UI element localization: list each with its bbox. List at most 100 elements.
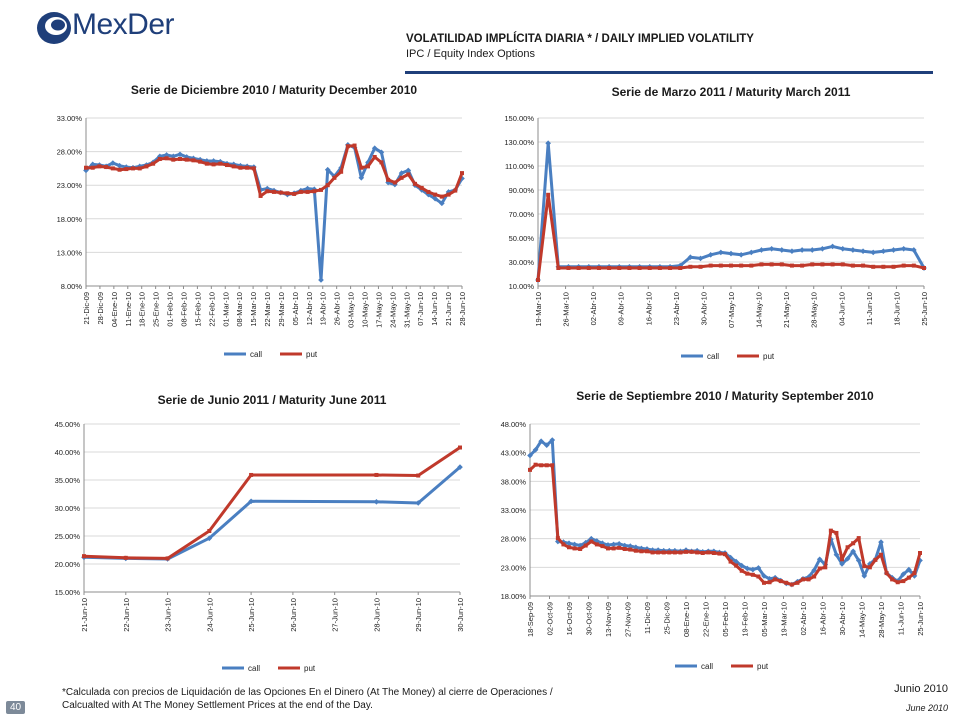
y-tick-label: 33.00%: [57, 114, 83, 123]
y-tick-label: 8.00%: [61, 282, 83, 291]
y-tick-label: 15.00%: [55, 588, 81, 597]
data-point-put: [164, 156, 169, 161]
data-point-call: [566, 540, 572, 547]
data-point-call: [870, 249, 877, 256]
chart-june-svg: Serie de Junio 2011 / Maturity June 2011…: [55, 393, 465, 673]
data-point-put: [717, 551, 722, 556]
series-line-put: [83, 446, 461, 560]
data-point-put: [895, 580, 900, 585]
chart-september-svg: Serie de Septiembre 2010 / Maturity Sept…: [501, 389, 925, 671]
data-point-call: [799, 247, 805, 253]
x-tick-label: 29-Mar-10: [277, 292, 286, 327]
chart-september-2010: Serie de Septiembre 2010 / Maturity Sept…: [482, 384, 942, 680]
x-tick-label: 11-Jun-10: [865, 292, 874, 325]
data-point-put: [258, 193, 263, 198]
data-point-put: [901, 579, 906, 584]
data-point-put: [879, 552, 883, 557]
data-point-put: [708, 263, 713, 268]
data-point-put: [600, 544, 605, 549]
data-point-call: [616, 540, 622, 547]
data-point-put: [750, 572, 755, 577]
data-point-put: [912, 571, 917, 576]
x-tick-label: 21-Jun-10: [444, 292, 453, 326]
legend-label-put: put: [304, 664, 316, 673]
data-point-put: [539, 463, 544, 468]
x-tick-label: 10-May-10: [361, 292, 370, 328]
data-point-put: [633, 548, 638, 553]
data-point-put: [578, 546, 583, 551]
data-point-put: [123, 555, 128, 560]
x-tick-label: 26-Jun-10: [289, 598, 298, 632]
x-tick-label: 24-May-10: [388, 292, 397, 328]
x-tick-label: 05-Feb-10: [721, 602, 730, 637]
data-point-call: [789, 248, 795, 255]
data-point-put: [171, 157, 176, 162]
x-tick-label: 14-May-10: [858, 602, 867, 638]
data-point-put: [298, 189, 303, 194]
legend-label-put: put: [763, 352, 775, 361]
data-point-call: [833, 551, 840, 558]
data-point-put: [784, 580, 789, 585]
data-point-call: [571, 541, 578, 548]
x-tick-label: 14-Jun-10: [430, 292, 439, 326]
data-point-put: [845, 545, 850, 550]
data-point-put: [392, 180, 397, 185]
data-point-put: [840, 557, 844, 562]
data-point-call: [405, 167, 412, 174]
y-tick-label: 43.00%: [501, 449, 527, 458]
data-point-put: [137, 166, 142, 171]
x-tick-label: 31-May-10: [402, 292, 411, 328]
logo-text: MexDer: [72, 8, 175, 41]
data-point-put: [332, 175, 337, 180]
mexder-logo-icon: [37, 12, 71, 44]
x-tick-label: 01-Feb-10: [166, 292, 175, 327]
data-point-call: [744, 565, 751, 572]
data-point-put: [734, 563, 739, 568]
data-point-put: [131, 166, 135, 171]
chart-june-2011: Serie de Junio 2011 / Maturity June 2011…: [36, 388, 476, 680]
data-point-put: [881, 264, 886, 269]
data-point-put: [823, 565, 828, 570]
x-tick-label: 25-Jun-10: [247, 598, 256, 632]
data-point-put: [861, 263, 866, 268]
data-point-put: [756, 574, 761, 579]
data-point-put: [366, 164, 370, 169]
data-point-put: [906, 575, 911, 580]
data-point-put: [446, 192, 451, 197]
data-point-call: [829, 243, 836, 250]
y-tick-label: 40.00%: [55, 448, 81, 457]
data-point-put: [305, 189, 310, 194]
x-tick-label: 13-Nov-09: [604, 602, 613, 637]
x-tick-label: 28-May-10: [877, 602, 886, 638]
data-point-put: [555, 536, 560, 541]
x-tick-label: 18-Ene-10: [138, 292, 147, 327]
x-tick-label: 23-Abr-10: [672, 292, 681, 325]
data-point-call: [738, 562, 745, 569]
data-point-put: [144, 164, 149, 169]
data-point-put: [789, 582, 794, 587]
data-point-put: [678, 266, 683, 270]
data-point-call: [768, 245, 775, 252]
data-point-put: [700, 551, 705, 555]
data-point-put: [528, 467, 532, 472]
data-point-put: [767, 580, 772, 585]
footnote-line-2: Calcualted with At The Money Settlement …: [62, 700, 373, 711]
data-point-put: [439, 194, 444, 199]
data-point-put: [817, 566, 822, 571]
data-point-call: [728, 250, 734, 257]
data-point-put: [873, 557, 878, 562]
data-point-put: [867, 565, 872, 570]
y-tick-label: 33.00%: [501, 506, 527, 515]
data-point-put: [834, 530, 839, 535]
header-divider: [405, 71, 933, 74]
data-point-put: [911, 263, 916, 268]
page-title: VOLATILIDAD IMPLÍCITA DIARIA * / DAILY I…: [406, 33, 754, 45]
legend-label-call: call: [707, 352, 719, 361]
data-point-put: [718, 263, 723, 268]
data-point-put: [795, 580, 800, 585]
x-tick-label: 04-Jun-10: [837, 292, 846, 326]
page-subtitle: IPC / Equity Index Options: [406, 48, 536, 60]
x-tick-label: 22-Ene-10: [702, 602, 711, 637]
x-tick-label: 29-Jun-10: [414, 598, 423, 632]
data-point-put: [372, 154, 377, 159]
